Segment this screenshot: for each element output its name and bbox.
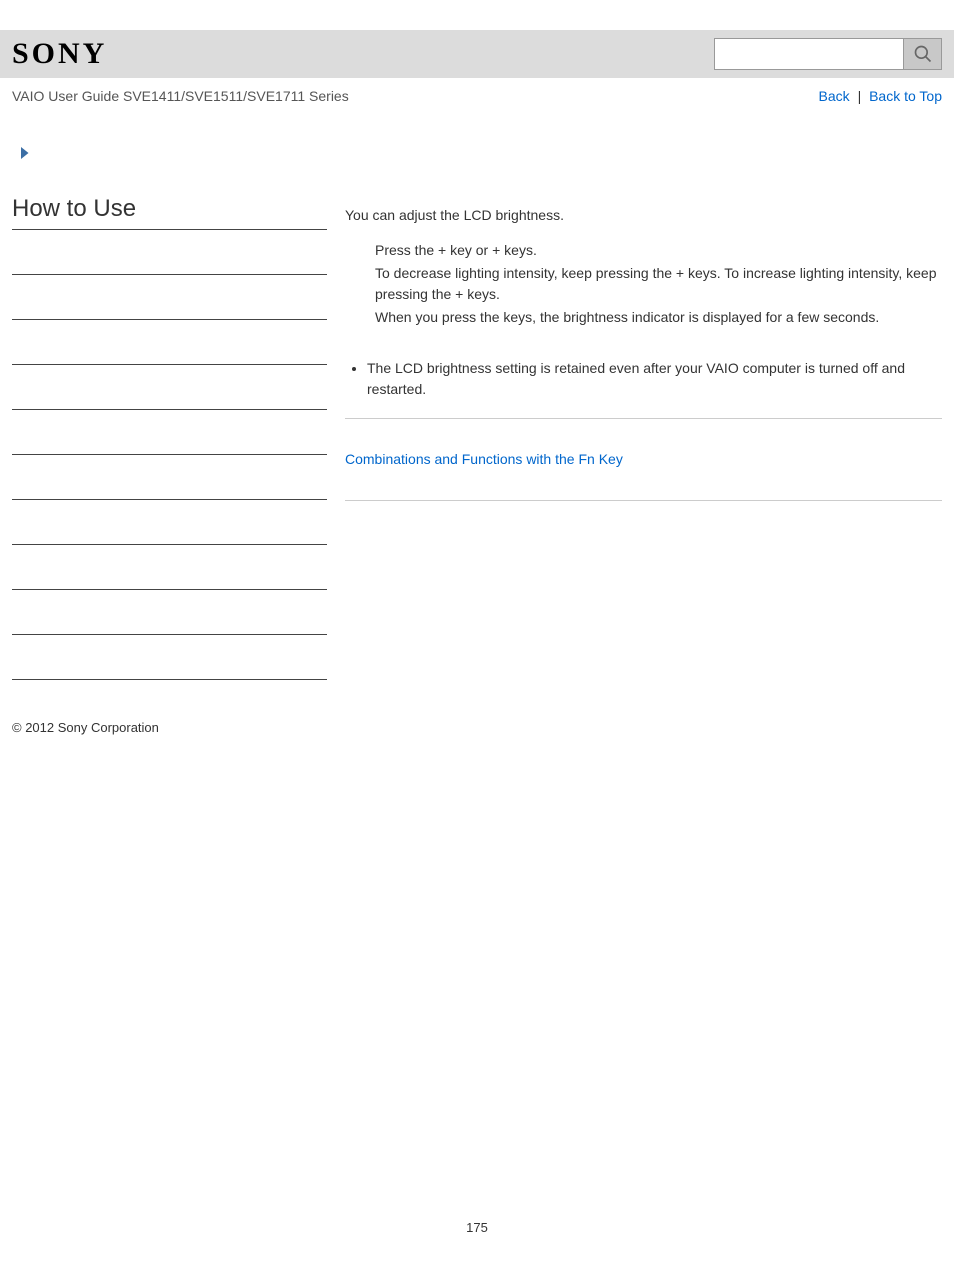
related-link[interactable]: Combinations and Functions with the Fn K… <box>345 449 623 470</box>
step-line-2: To decrease lighting intensity, keep pre… <box>375 263 942 305</box>
sidebar-item[interactable] <box>12 545 327 590</box>
sony-logo: SONY <box>12 37 107 71</box>
sidebar-item[interactable] <box>12 410 327 455</box>
breadcrumb-chevron-row <box>0 104 954 165</box>
sidebar-item[interactable] <box>12 500 327 545</box>
sidebar-item[interactable] <box>12 635 327 680</box>
step-line-3: When you press the keys, the brightness … <box>375 307 942 328</box>
intro-text: You can adjust the LCD brightness. <box>345 205 942 226</box>
sidebar-item[interactable] <box>12 590 327 635</box>
chevron-right-icon <box>18 144 36 162</box>
nav-links: Back | Back to Top <box>819 88 942 104</box>
search-icon <box>913 44 933 64</box>
search-input[interactable] <box>714 38 904 70</box>
header-bar: SONY <box>0 30 954 78</box>
copyright: © 2012 Sony Corporation <box>0 680 954 735</box>
sidebar-item[interactable] <box>12 275 327 320</box>
nav-separator: | <box>858 88 862 104</box>
search-button[interactable] <box>904 38 942 70</box>
guide-title: VAIO User Guide SVE1411/SVE1511/SVE1711 … <box>12 88 349 104</box>
sidebar-item[interactable] <box>12 320 327 365</box>
page-number: 175 <box>0 1220 954 1235</box>
note-list: The LCD brightness setting is retained e… <box>367 358 942 400</box>
step-line-1: Press the + key or + keys. <box>375 240 942 261</box>
divider <box>345 500 942 501</box>
sidebar-item[interactable] <box>12 230 327 275</box>
sidebar-item[interactable] <box>12 365 327 410</box>
steps-block: Press the + key or + keys. To decrease l… <box>375 240 942 328</box>
note-item: The LCD brightness setting is retained e… <box>367 358 942 400</box>
sidebar-title: How to Use <box>12 195 327 230</box>
back-link[interactable]: Back <box>819 88 850 104</box>
divider <box>345 418 942 419</box>
sidebar: How to Use <box>12 195 327 680</box>
content: How to Use You can adjust the LCD bright… <box>0 165 954 680</box>
subheader: VAIO User Guide SVE1411/SVE1511/SVE1711 … <box>0 78 954 104</box>
main-content: You can adjust the LCD brightness. Press… <box>327 195 942 680</box>
back-to-top-link[interactable]: Back to Top <box>869 88 942 104</box>
sidebar-item[interactable] <box>12 455 327 500</box>
search-wrap <box>714 38 942 70</box>
